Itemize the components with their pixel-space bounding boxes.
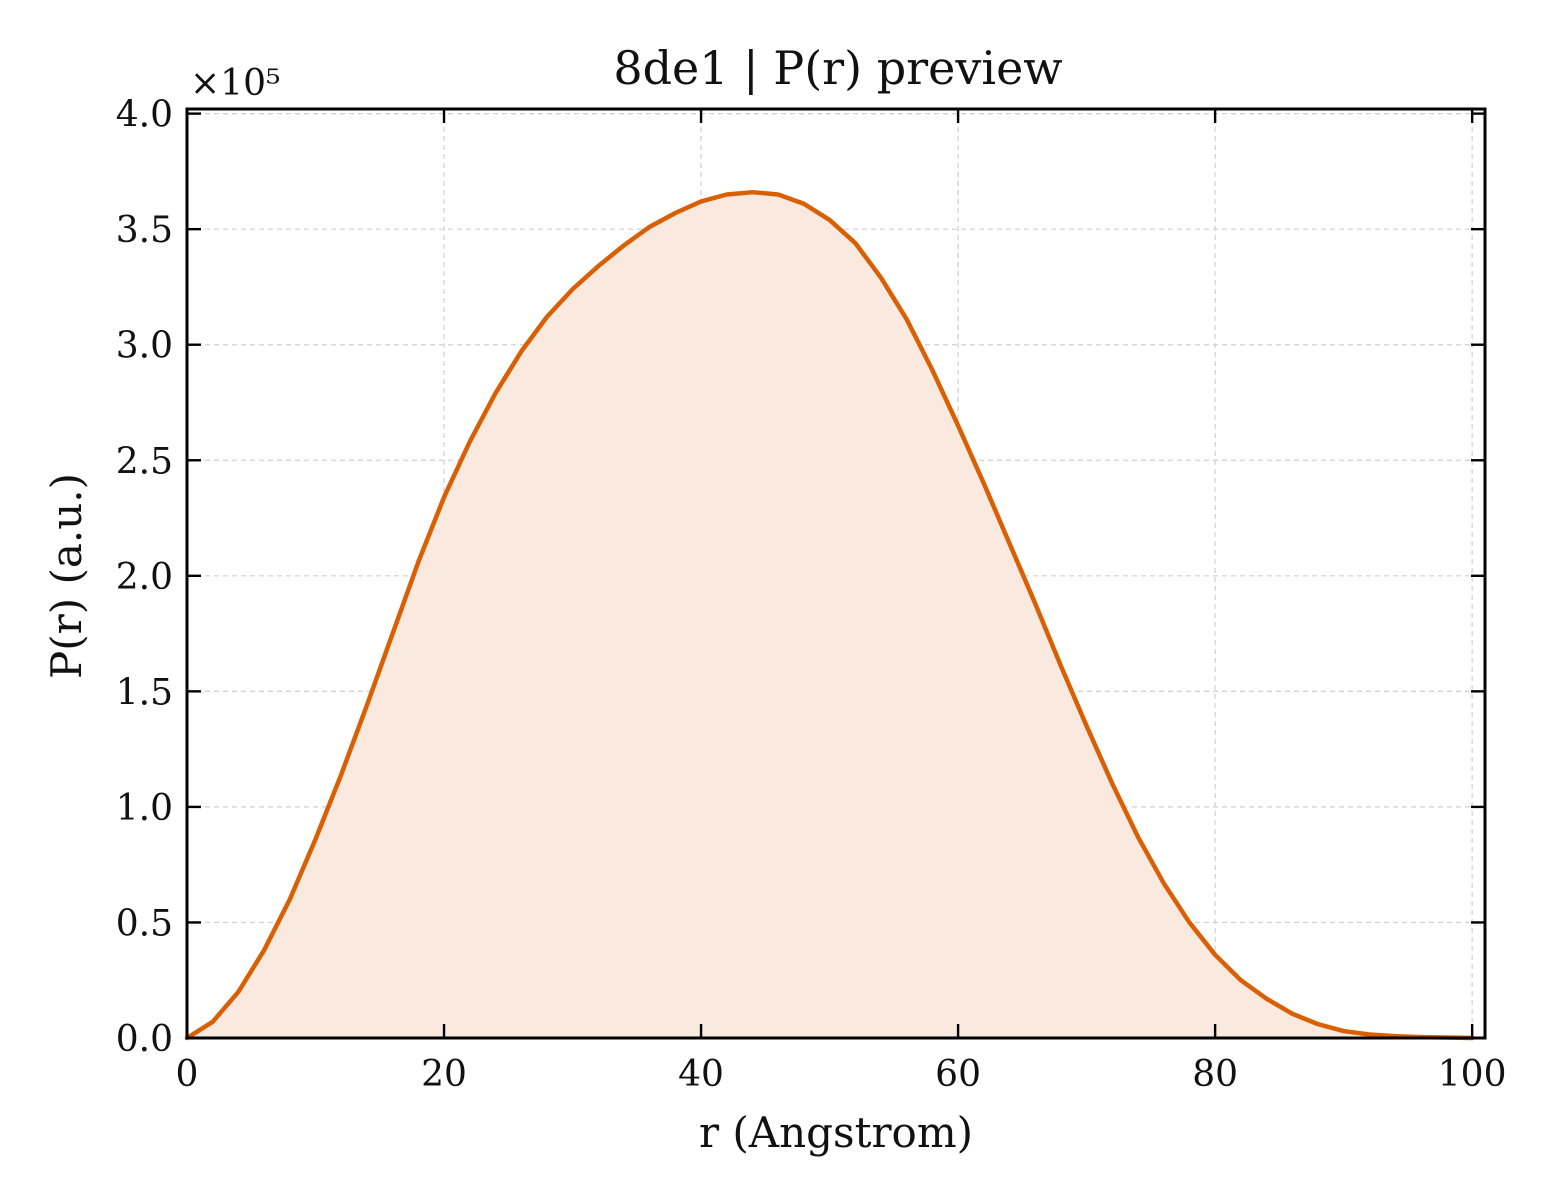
y-tick-label: 3.5	[116, 210, 173, 251]
y-axis-label: P(r) (a.u.)	[42, 473, 91, 679]
y-tick-label: 2.5	[116, 441, 173, 482]
y-tick-label: 3.0	[116, 326, 173, 367]
y-axis-offset-text: ×10⁵	[190, 63, 280, 104]
x-tick-label: 20	[421, 1054, 467, 1095]
y-tick-label: 0.0	[116, 1019, 173, 1060]
x-tick-label: 0	[176, 1054, 199, 1095]
y-tick-label: 0.5	[116, 903, 173, 944]
y-tick-label: 2.0	[116, 557, 173, 598]
y-tick-label: 1.5	[116, 672, 173, 713]
x-tick-label: 80	[1192, 1054, 1238, 1095]
y-tick-label: 4.0	[116, 95, 173, 136]
x-axis-label: r (Angstrom)	[699, 1108, 973, 1157]
y-tick-label: 1.0	[116, 788, 173, 829]
x-tick-label: 100	[1438, 1054, 1507, 1095]
chart-title: 8de1 | P(r) preview	[613, 41, 1062, 95]
x-tick-label: 60	[935, 1054, 981, 1095]
x-tick-label: 40	[678, 1054, 724, 1095]
